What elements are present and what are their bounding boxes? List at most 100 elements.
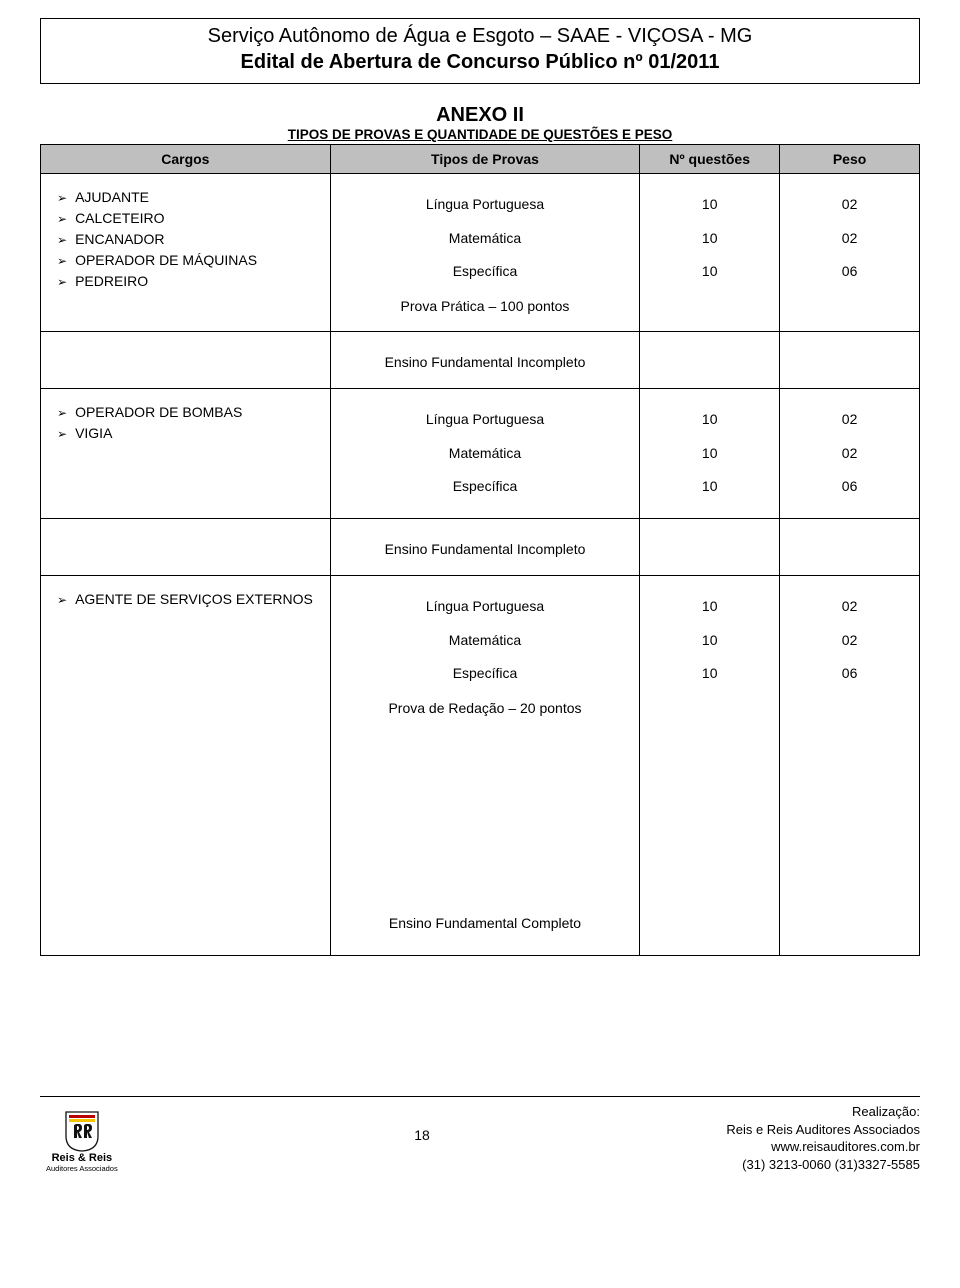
q-value: 10 (652, 470, 767, 504)
education-row: Ensino Fundamental Incompleto (41, 332, 920, 389)
bullet-icon: ➢ (57, 211, 67, 227)
prova-extra: Prova de Redação – 20 pontos (343, 697, 628, 719)
peso-cell: 02 02 06 (780, 389, 920, 519)
bullet-icon: ➢ (57, 274, 67, 290)
peso-cell: 02 02 06 (780, 575, 920, 955)
prova-name: Matemática (343, 437, 628, 471)
cargo-label: OPERADOR DE MÁQUINAS (75, 251, 257, 270)
prova-name: Específica (343, 470, 628, 504)
peso-value: 06 (792, 255, 907, 289)
cargo-item: ➢ VIGIA (57, 424, 318, 443)
footer-logo: Reis & Reis Auditores Associados (40, 1110, 118, 1173)
document-header: Serviço Autônomo de Água e Esgoto – SAAE… (40, 18, 920, 84)
bullet-icon: ➢ (57, 405, 67, 421)
cargos-cell: ➢ AJUDANTE ➢ CALCETEIRO ➢ ENCANADOR ➢ OPERAD… (41, 174, 331, 332)
bullet-icon: ➢ (57, 253, 67, 269)
q-value: 10 (652, 403, 767, 437)
q-value: 10 (652, 437, 767, 471)
questoes-cell: 10 10 10 (640, 389, 780, 519)
prova-name: Matemática (343, 222, 628, 256)
cargo-item: ➢ ENCANADOR (57, 230, 318, 249)
cargo-item: ➢ OPERADOR DE MÁQUINAS (57, 251, 318, 270)
col-questoes: Nº questões (640, 145, 780, 174)
peso-value: 02 (792, 437, 907, 471)
footer-org: Reis e Reis Auditores Associados (726, 1121, 920, 1139)
cargo-label: PEDREIRO (75, 272, 148, 291)
cargo-label: ENCANADOR (75, 230, 164, 249)
q-value: 10 (652, 657, 767, 691)
prova-name: Específica (343, 255, 628, 289)
page-footer: Reis & Reis Auditores Associados 18 Real… (40, 1096, 920, 1173)
header-line1: Serviço Autônomo de Água e Esgoto – SAAE… (49, 23, 911, 49)
prova-name: Língua Portuguesa (343, 188, 628, 222)
table-header-row: Cargos Tipos de Provas Nº questões Peso (41, 145, 920, 174)
peso-value: 02 (792, 188, 907, 222)
tipos-cell: Língua Portuguesa Matemática Específica … (330, 575, 640, 955)
anexo-subtitle: TIPOS DE PROVAS E QUANTIDADE DE QUESTÕES… (40, 127, 920, 142)
cargo-label: CALCETEIRO (75, 209, 164, 228)
col-tipos: Tipos de Provas (330, 145, 640, 174)
education-label: Ensino Fundamental Incompleto (330, 518, 640, 575)
cargo-label: VIGIA (75, 424, 112, 443)
questoes-cell: 10 10 10 (640, 174, 780, 332)
prova-name: Específica (343, 657, 628, 691)
peso-value: 02 (792, 403, 907, 437)
empty-cell (41, 518, 331, 575)
cargo-item: ➢ PEDREIRO (57, 272, 318, 291)
empty-cell (640, 332, 780, 389)
q-value: 10 (652, 624, 767, 658)
col-cargos: Cargos (41, 145, 331, 174)
bullet-icon: ➢ (57, 592, 67, 608)
peso-value: 02 (792, 624, 907, 658)
cargos-cell: ➢ OPERADOR DE BOMBAS ➢ VIGIA (41, 389, 331, 519)
cargo-item: ➢ CALCETEIRO (57, 209, 318, 228)
table-row: ➢ AJUDANTE ➢ CALCETEIRO ➢ ENCANADOR ➢ OPERAD… (41, 174, 920, 332)
q-value: 10 (652, 255, 767, 289)
cargo-item: ➢ AJUDANTE (57, 188, 318, 207)
prova-extra: Prova Prática – 100 pontos (343, 295, 628, 317)
cargo-item: ➢ AGENTE DE SERVIÇOS EXTERNOS (57, 590, 318, 609)
q-value: 10 (652, 188, 767, 222)
footer-site: www.reisauditores.com.br (726, 1138, 920, 1156)
table-row: ➢ AGENTE DE SERVIÇOS EXTERNOS Língua Port… (41, 575, 920, 955)
tipos-cell: Língua Portuguesa Matemática Específica (330, 389, 640, 519)
cargo-label: AGENTE DE SERVIÇOS EXTERNOS (75, 590, 313, 609)
header-line2: Edital de Abertura de Concurso Público n… (49, 49, 911, 75)
table-row: ➢ OPERADOR DE BOMBAS ➢ VIGIA Língua Portug… (41, 389, 920, 519)
prova-name: Língua Portuguesa (343, 590, 628, 624)
peso-value: 02 (792, 222, 907, 256)
empty-cell (41, 332, 331, 389)
prova-name: Língua Portuguesa (343, 403, 628, 437)
page: Serviço Autônomo de Água e Esgoto – SAAE… (0, 0, 960, 1193)
footer-tel: (31) 3213-0060 (31)3327-5585 (726, 1156, 920, 1174)
cargo-label: AJUDANTE (75, 188, 149, 207)
bullet-icon: ➢ (57, 232, 67, 248)
col-peso: Peso (780, 145, 920, 174)
cargo-item: ➢ OPERADOR DE BOMBAS (57, 403, 318, 422)
provas-table: Cargos Tipos de Provas Nº questões Peso … (40, 144, 920, 956)
empty-cell (780, 332, 920, 389)
cargo-label: OPERADOR DE BOMBAS (75, 403, 242, 422)
tipos-cell: Língua Portuguesa Matemática Específica … (330, 174, 640, 332)
footer-logo-sub: Auditores Associados (46, 1164, 118, 1173)
bullet-icon: ➢ (57, 190, 67, 206)
bullet-icon: ➢ (57, 426, 67, 442)
peso-value: 06 (792, 470, 907, 504)
prova-name: Matemática (343, 624, 628, 658)
footer-logo-text: Reis & Reis (52, 1152, 113, 1164)
education-label: Ensino Fundamental Incompleto (330, 332, 640, 389)
cargos-cell: ➢ AGENTE DE SERVIÇOS EXTERNOS (41, 575, 331, 955)
anexo-title: ANEXO II (40, 104, 920, 127)
shield-icon (64, 1110, 100, 1152)
peso-value: 02 (792, 590, 907, 624)
empty-cell (780, 518, 920, 575)
q-value: 10 (652, 590, 767, 624)
questoes-cell: 10 10 10 (640, 575, 780, 955)
footer-right: Realização: Reis e Reis Auditores Associ… (726, 1103, 920, 1173)
page-number: 18 (414, 1127, 430, 1173)
education-row: Ensino Fundamental Incompleto (41, 518, 920, 575)
empty-cell (640, 518, 780, 575)
q-value: 10 (652, 222, 767, 256)
education-label: Ensino Fundamental Completo (343, 915, 628, 931)
peso-cell: 02 02 06 (780, 174, 920, 332)
